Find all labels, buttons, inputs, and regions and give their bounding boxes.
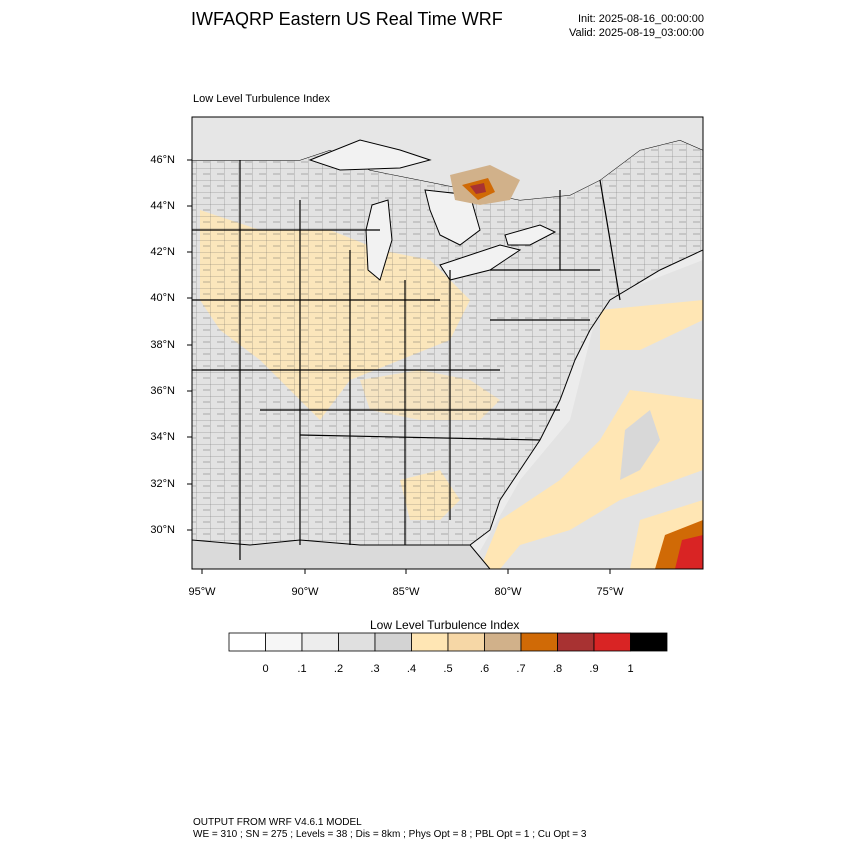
gulf-of-mexico: [192, 539, 491, 569]
colorbar-box: [630, 632, 668, 652]
colorbar-box: [265, 632, 303, 652]
init-time: Init: 2025-08-16_00:00:00: [578, 13, 704, 25]
page-title: IWFAQRP Eastern US Real Time WRF: [191, 9, 503, 29]
colorbar-label: .3: [370, 663, 380, 675]
colorbar-label: .7: [516, 663, 526, 675]
lat-label-44: 44°N: [150, 200, 175, 212]
footer-model: OUTPUT FROM WRF V4.6.1 MODEL: [193, 817, 362, 828]
colorbar-box: [338, 632, 376, 652]
lat-label-32: 32°N: [150, 478, 175, 490]
valid-time: Valid: 2025-08-19_03:00:00: [569, 27, 704, 39]
colorbar-label: .9: [589, 663, 599, 675]
colorbar-box: [447, 632, 485, 652]
colorbar-label: .4: [406, 663, 417, 675]
lake-ontario: [504, 224, 557, 246]
colorbar-box: [411, 632, 449, 652]
colorbar-title: Low Level Turbulence Index: [370, 618, 520, 632]
lon-label-95: 95°W: [188, 586, 216, 598]
axis-ticks: [187, 159, 611, 574]
footer-config: WE = 310 ; SN = 275 ; Levels = 38 ; Dis …: [193, 829, 587, 840]
colorbar-box: [228, 632, 266, 652]
lat-label-34: 34°N: [150, 431, 175, 443]
colorbar-label: .8: [552, 663, 563, 675]
colorbar-box: [301, 632, 339, 652]
lon-label-90: 90°W: [291, 586, 319, 598]
lon-label-85: 85°W: [392, 586, 420, 598]
colorbar-label: .6: [479, 663, 490, 675]
lon-label-80: 80°W: [494, 586, 522, 598]
ocean-gray-patch: [620, 410, 660, 480]
turbulence-band-northeast: [600, 300, 703, 350]
map-border: [191, 116, 704, 570]
turbulence-max-southeast: [675, 535, 703, 569]
lat-label-40: 40°N: [150, 292, 175, 304]
lake-erie: [439, 244, 522, 281]
colorbar: [228, 632, 668, 652]
colorbar-box: [593, 632, 631, 652]
colorbar-label: .5: [443, 663, 453, 675]
lat-label-42: 42°N: [150, 246, 175, 258]
colorbar-box: [374, 632, 412, 652]
panel-title: Low Level Turbulence Index: [193, 93, 330, 105]
colorbar-label: .1: [297, 663, 307, 675]
colorbar-box: [520, 632, 558, 652]
colorbar-label: 0: [262, 663, 269, 675]
colorbar-box: [557, 632, 595, 652]
colorbar-box: [484, 632, 522, 652]
turbulence-ontario-max: [470, 183, 486, 194]
canada-land: [192, 117, 703, 200]
lat-label-36: 36°N: [150, 385, 175, 397]
lat-label-46: 46°N: [150, 154, 175, 166]
lake-superior: [308, 139, 432, 171]
colorbar-label: .2: [333, 663, 344, 675]
lat-label-30: 30°N: [150, 524, 175, 536]
colorbar-label: 1: [627, 663, 634, 675]
county-grid: [192, 140, 703, 560]
lat-label-38: 38°N: [150, 339, 175, 351]
lon-label-75: 75°W: [596, 586, 624, 598]
state-boundaries: [192, 160, 621, 560]
